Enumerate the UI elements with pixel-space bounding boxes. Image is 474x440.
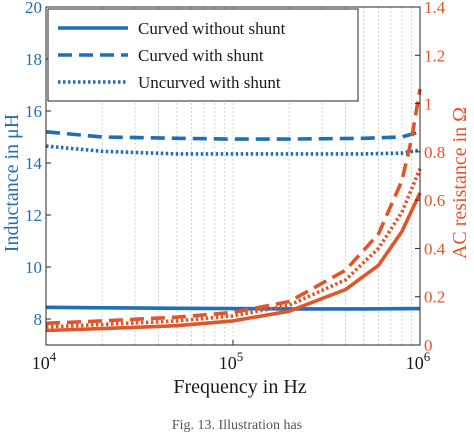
- legend-label: Uncurved with shunt: [138, 73, 281, 92]
- right-axis-label: AC resistance in Ω: [449, 107, 471, 259]
- left-tick-label: 20: [25, 0, 42, 17]
- x-tick-label: 105: [219, 349, 244, 373]
- series-right-dotted: [45, 168, 422, 329]
- right-tick-label: 0.2: [424, 288, 445, 307]
- series-left-dashed: [45, 130, 421, 141]
- x-axis-label: Frequency in Hz: [173, 376, 306, 398]
- right-tick-label: 0.4: [424, 239, 446, 258]
- legend-label: Curved without shunt: [138, 19, 286, 38]
- left-tick-labels: 8 10 12 14 16 18 20: [25, 0, 43, 329]
- legend-label: Curved with shunt: [138, 46, 264, 65]
- legend-box: [47, 8, 359, 102]
- left-axis-label: Inductance in μH: [1, 114, 23, 252]
- series-left-solid: [45, 305, 421, 311]
- right-tick-label: 1: [424, 95, 433, 114]
- right-tick-label: 1.2: [424, 46, 445, 65]
- legend: Curved without shunt Curved with shunt Unc…: [47, 8, 359, 102]
- series-right-solid: [45, 192, 422, 333]
- left-tick-label: 8: [34, 310, 43, 329]
- left-tick-label: 14: [25, 154, 43, 173]
- left-tick-label: 10: [25, 258, 42, 277]
- left-tick-label: 12: [25, 206, 42, 225]
- left-tick-label: 16: [25, 102, 42, 121]
- right-tick-label: 0.6: [424, 191, 445, 210]
- x-tick-label: 106: [406, 349, 431, 373]
- right-tick-labels: 0 0.2 0.4 0.6 0.8 1 1.2 1.4: [424, 0, 446, 355]
- right-tick-label: 0: [424, 336, 433, 355]
- left-tick-label: 18: [25, 50, 42, 69]
- right-tick-label: 0.8: [424, 143, 445, 162]
- series-layer: [45, 88, 422, 333]
- right-tick-label: 1.4: [424, 0, 446, 17]
- x-tick-label: 104: [32, 349, 57, 373]
- x-tick-labels: 104 105 106: [32, 349, 431, 373]
- series-right-dashed: [45, 88, 422, 326]
- series-left-dotted: [45, 144, 421, 156]
- figure-caption: Fig. 13. Illustration has: [171, 418, 303, 433]
